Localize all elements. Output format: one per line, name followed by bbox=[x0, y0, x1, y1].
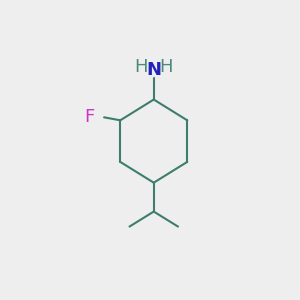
Text: H: H bbox=[160, 58, 173, 76]
Text: F: F bbox=[85, 108, 95, 126]
Text: H: H bbox=[134, 58, 148, 76]
Text: N: N bbox=[146, 61, 161, 79]
